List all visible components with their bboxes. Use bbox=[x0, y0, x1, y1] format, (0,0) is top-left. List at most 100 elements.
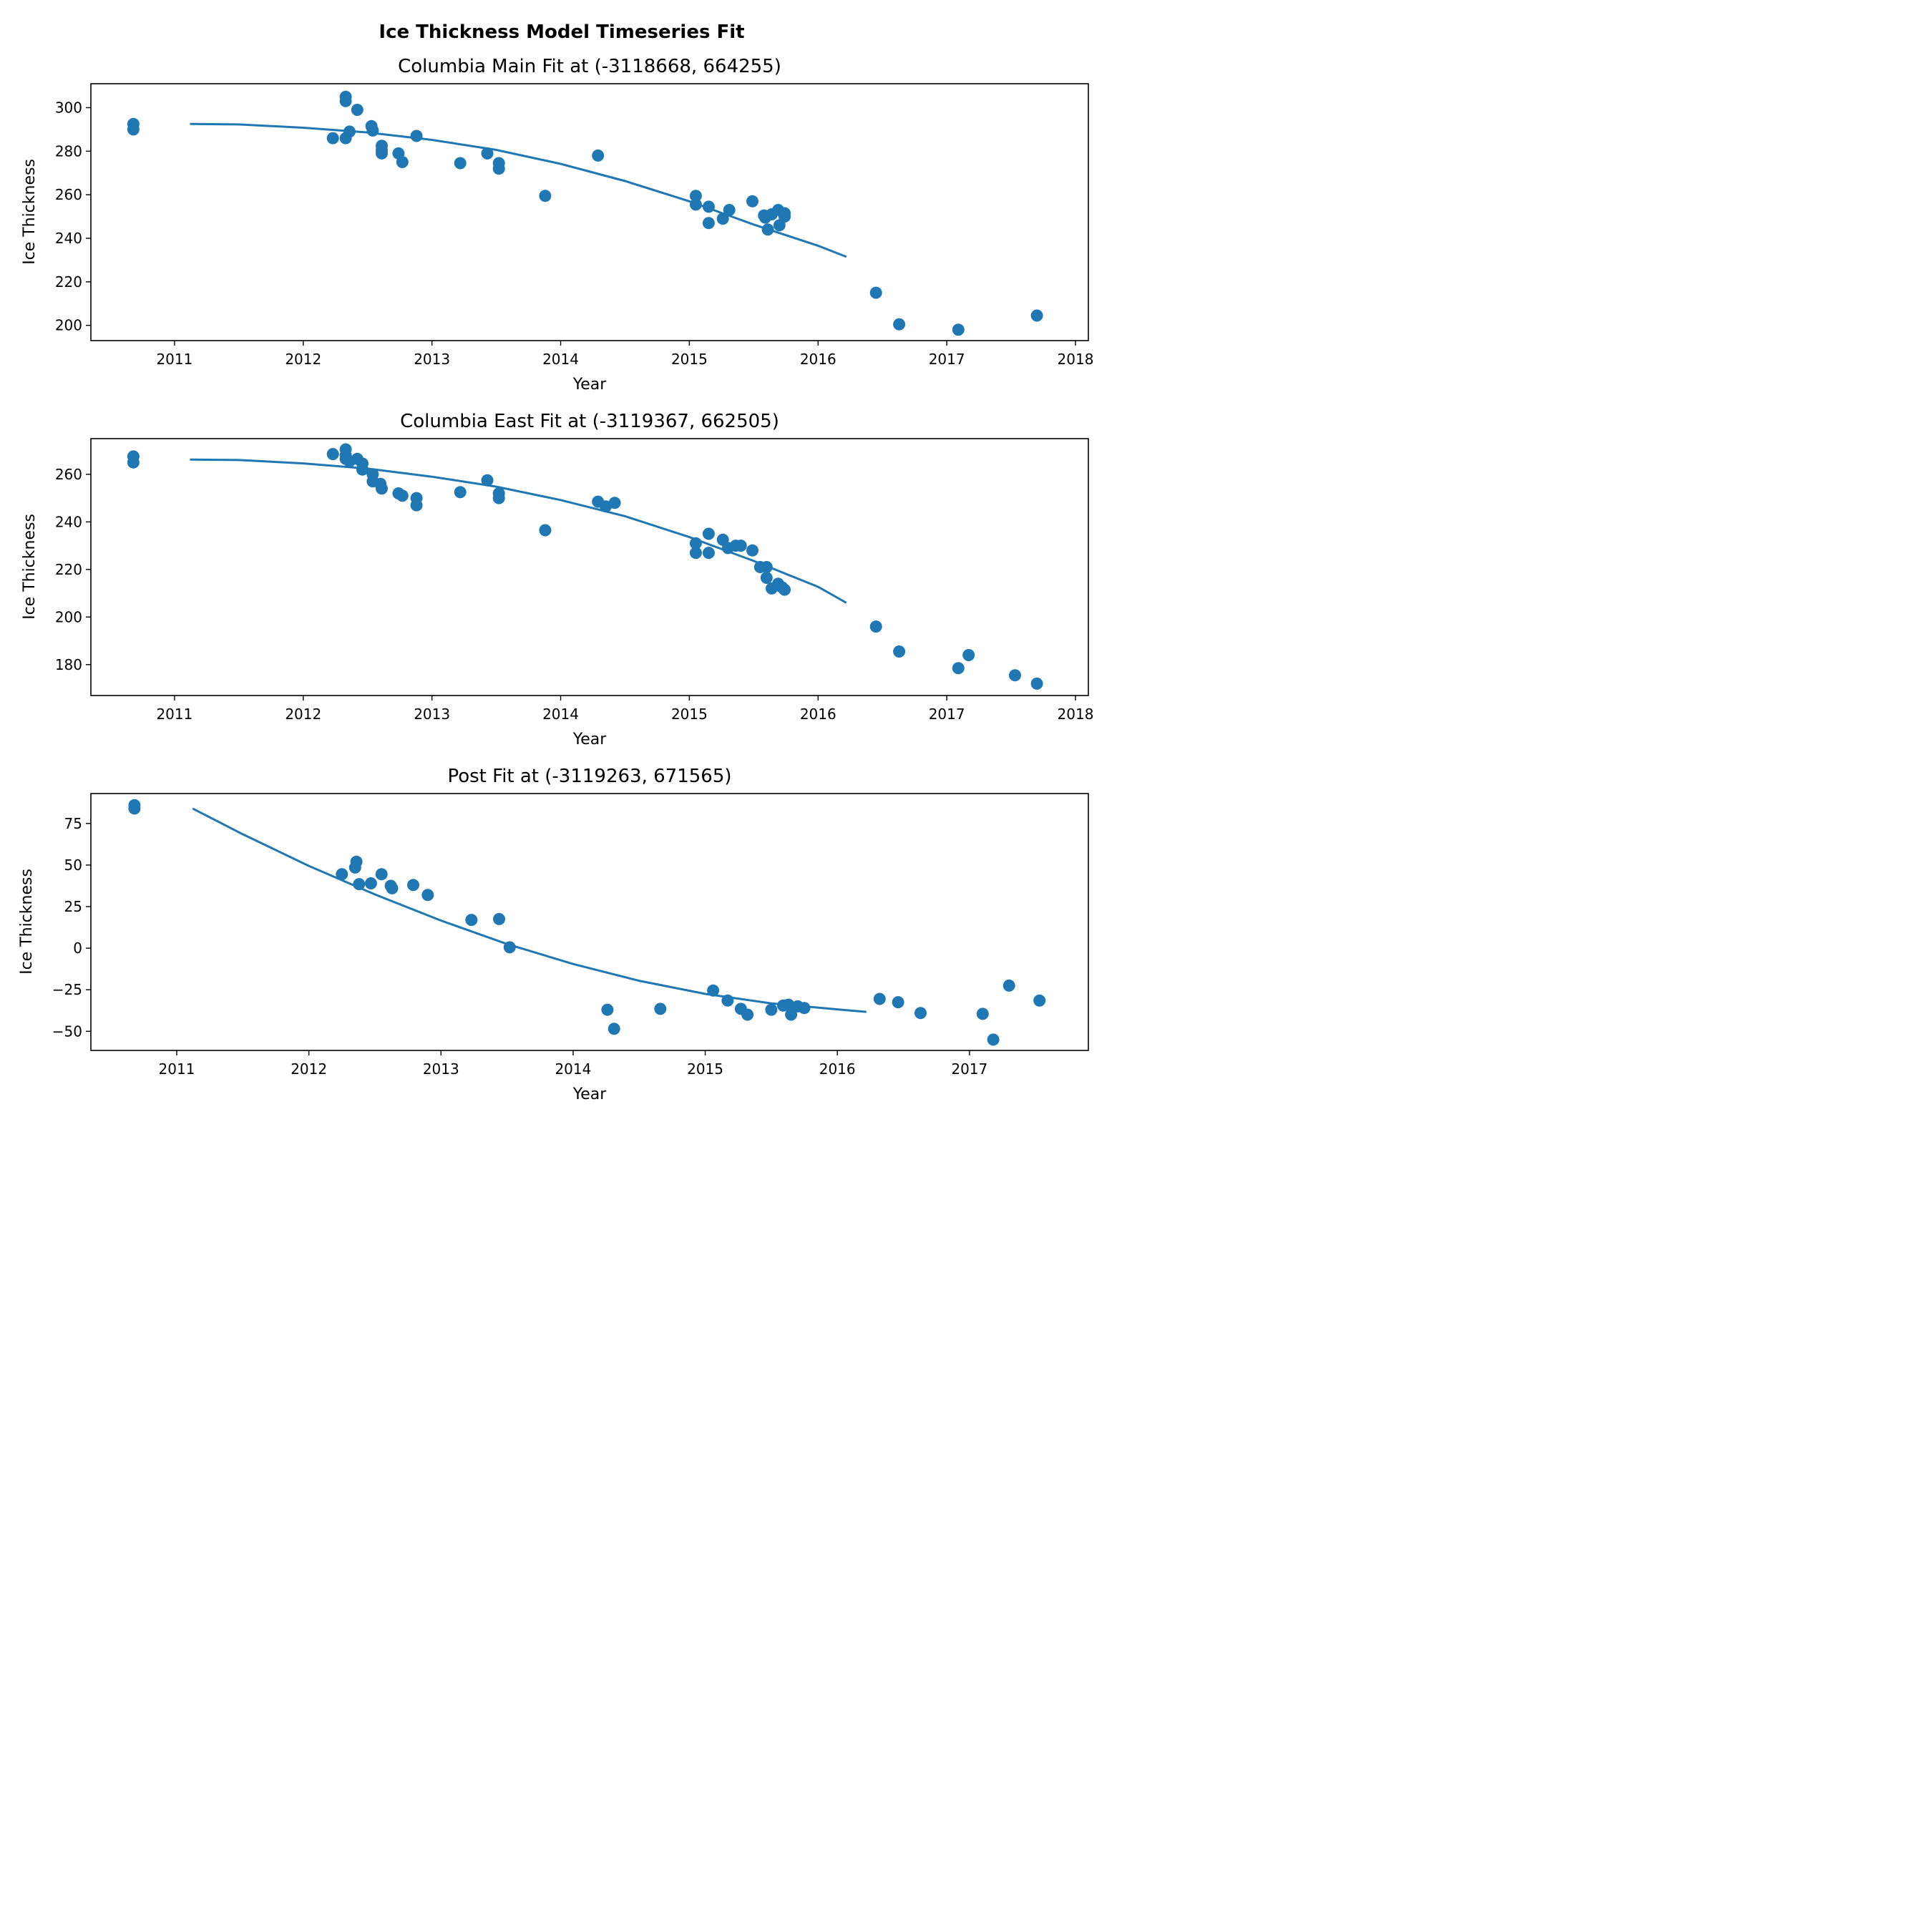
x-tick-label: 2013 bbox=[414, 351, 450, 368]
data-point bbox=[689, 537, 702, 550]
data-point bbox=[326, 448, 339, 461]
subplot-post: Post Fit at (-3119263, 671565) 2011 2012 2… bbox=[18, 766, 1089, 1103]
data-point bbox=[1030, 677, 1043, 690]
x-tick-label: 2018 bbox=[1058, 351, 1094, 368]
data-point bbox=[592, 149, 605, 162]
data-point bbox=[976, 1008, 989, 1020]
data-point bbox=[962, 649, 975, 661]
x-tick-label: 2011 bbox=[159, 1060, 195, 1078]
x-tick-label: 2017 bbox=[951, 1060, 987, 1078]
y-tick-label: 300 bbox=[55, 99, 82, 116]
y-tick-label: 50 bbox=[64, 857, 82, 874]
data-point bbox=[1030, 309, 1043, 322]
subplot-title: Post Fit at (-3119263, 671565) bbox=[447, 766, 731, 787]
y-axis-label: Ice Thickness bbox=[21, 159, 39, 265]
subplot-title: Columbia Main Fit at (-3118668, 664255) bbox=[398, 56, 781, 77]
data-point bbox=[1009, 669, 1021, 682]
figure-background bbox=[0, 0, 1120, 1120]
data-point bbox=[410, 130, 423, 142]
data-point bbox=[366, 124, 379, 137]
data-point bbox=[539, 524, 552, 537]
data-point bbox=[375, 868, 388, 881]
y-tick-label: −25 bbox=[52, 981, 82, 998]
data-point bbox=[608, 1023, 620, 1035]
data-point bbox=[343, 125, 356, 138]
y-axis-label: Ice Thickness bbox=[21, 514, 39, 620]
x-tick-label: 2011 bbox=[156, 706, 192, 723]
data-point bbox=[503, 941, 516, 954]
data-point bbox=[493, 912, 505, 925]
x-tick-label: 2012 bbox=[285, 706, 321, 723]
data-point bbox=[689, 547, 702, 560]
data-point bbox=[492, 162, 505, 175]
tick-layer: 2011 2012 2013 2014 2015 2016 2017 2018 180 200 22… bbox=[55, 466, 1094, 723]
data-point bbox=[892, 996, 904, 1009]
data-point bbox=[760, 561, 773, 573]
data-point bbox=[689, 198, 702, 211]
data-point bbox=[481, 147, 494, 160]
data-point bbox=[127, 456, 140, 469]
data-point bbox=[721, 994, 734, 1007]
data-point bbox=[350, 855, 363, 868]
data-point bbox=[702, 547, 715, 560]
data-point bbox=[356, 463, 369, 476]
x-axis-label: Year bbox=[572, 376, 608, 394]
data-point bbox=[454, 486, 467, 499]
data-point bbox=[893, 645, 906, 658]
y-tick-label: 220 bbox=[55, 561, 82, 578]
data-point bbox=[765, 1003, 778, 1016]
y-tick-label: 200 bbox=[55, 608, 82, 625]
axes-frame bbox=[90, 793, 1089, 1051]
tick-layer: 2011 2012 2013 2014 2015 2016 2017 −50 −25 0 25 50 7… bbox=[52, 815, 987, 1078]
x-tick-label: 2017 bbox=[929, 706, 965, 723]
data-point bbox=[893, 318, 906, 331]
mark-layer bbox=[127, 443, 1043, 690]
x-tick-label: 2015 bbox=[671, 706, 708, 723]
data-point bbox=[869, 620, 882, 633]
data-point bbox=[454, 157, 467, 170]
x-tick-label: 2015 bbox=[687, 1060, 723, 1078]
x-tick-label: 2014 bbox=[542, 351, 579, 368]
data-point bbox=[779, 583, 791, 596]
y-tick-label: 75 bbox=[64, 815, 82, 832]
data-point bbox=[410, 499, 423, 512]
y-tick-label: 260 bbox=[55, 466, 82, 483]
x-tick-label: 2014 bbox=[542, 706, 579, 723]
data-point bbox=[339, 94, 352, 107]
x-tick-label: 2011 bbox=[156, 351, 192, 368]
y-tick-label: 200 bbox=[55, 317, 82, 334]
data-point bbox=[723, 204, 736, 216]
data-point bbox=[128, 802, 141, 815]
data-point bbox=[952, 662, 965, 675]
axes-frame bbox=[90, 83, 1089, 341]
x-tick-label: 2018 bbox=[1058, 706, 1094, 723]
x-tick-label: 2016 bbox=[800, 351, 836, 368]
x-tick-label: 2016 bbox=[800, 706, 836, 723]
mark-layer bbox=[128, 799, 1046, 1046]
y-tick-label: 260 bbox=[55, 186, 82, 203]
y-axis-label: Ice Thickness bbox=[18, 869, 36, 975]
data-point bbox=[1002, 979, 1015, 992]
data-point bbox=[952, 323, 965, 336]
data-point bbox=[702, 200, 715, 213]
data-point bbox=[421, 889, 434, 902]
data-point bbox=[873, 992, 886, 1005]
x-tick-label: 2012 bbox=[285, 351, 321, 368]
data-point bbox=[376, 482, 388, 495]
y-tick-label: 220 bbox=[55, 273, 82, 291]
data-point bbox=[734, 540, 747, 552]
x-tick-label: 2015 bbox=[671, 351, 708, 368]
x-tick-label: 2013 bbox=[414, 706, 450, 723]
data-point bbox=[492, 492, 505, 504]
data-point bbox=[716, 213, 729, 225]
mark-layer bbox=[127, 90, 1043, 336]
data-point bbox=[689, 190, 702, 203]
data-point bbox=[601, 1003, 614, 1016]
subplot-title: Columbia East Fit at (-3119367, 662505) bbox=[400, 411, 779, 432]
data-point bbox=[481, 474, 494, 487]
data-point bbox=[396, 489, 409, 502]
data-point bbox=[761, 223, 774, 236]
x-tick-label: 2012 bbox=[291, 1060, 327, 1078]
data-point bbox=[376, 147, 388, 160]
data-point bbox=[741, 1008, 754, 1021]
